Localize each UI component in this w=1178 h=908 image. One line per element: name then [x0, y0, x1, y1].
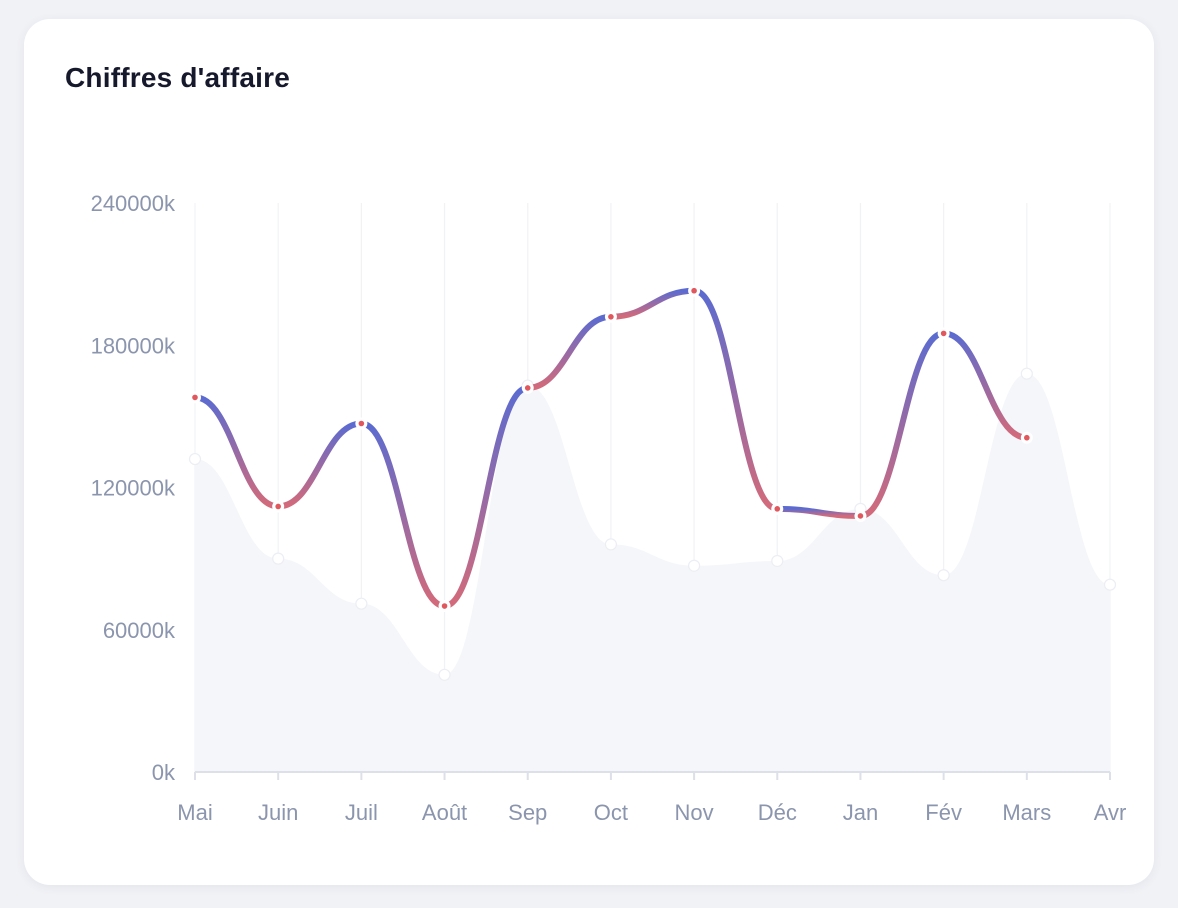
- line-segment: [524, 313, 614, 391]
- line-segment: [192, 394, 282, 510]
- line-segment: [940, 330, 1030, 441]
- x-tick-label: Fév: [925, 800, 962, 825]
- x-tick-label: Mai: [177, 800, 212, 825]
- background-point: [1020, 367, 1033, 380]
- x-tick-label: Mars: [1002, 800, 1051, 825]
- y-tick-label: 0k: [152, 760, 176, 785]
- data-point-dot: [358, 420, 365, 427]
- axis-labels: 0k 60000k 120000k 180000k 240000k Mai Juin Juil…: [91, 191, 1127, 825]
- y-tick-label: 180000k: [91, 333, 176, 358]
- data-point-dot: [691, 287, 697, 294]
- data-point-dot: [192, 394, 198, 401]
- data-point-dot: [774, 506, 781, 512]
- data-point-dot: [608, 314, 614, 320]
- background-point: [438, 668, 451, 681]
- x-tick-label: Juil: [345, 800, 378, 825]
- main-line-series: [189, 284, 1033, 613]
- line-segment: [691, 287, 781, 512]
- background-area: [195, 373, 1110, 772]
- y-tick-label: 240000k: [91, 191, 176, 216]
- card-title: Chiffres d'affaire: [65, 62, 290, 93]
- line-segment: [275, 420, 365, 510]
- data-point-dot: [1024, 434, 1030, 441]
- data-point-dot: [441, 603, 448, 609]
- background-point: [355, 597, 368, 610]
- x-axis: [194, 771, 1111, 780]
- data-point-dot: [940, 330, 947, 337]
- background-point: [937, 569, 950, 582]
- y-tick-label: 120000k: [91, 476, 176, 501]
- x-tick-label: Oct: [594, 800, 628, 825]
- data-point-dot: [524, 385, 531, 391]
- x-tick-label: Août: [422, 800, 467, 825]
- data-point-dot: [275, 503, 281, 510]
- x-tick-label: Déc: [758, 800, 797, 825]
- line-segment: [441, 384, 531, 610]
- line-segment: [774, 505, 864, 519]
- background-point: [1103, 578, 1117, 591]
- background-point: [272, 552, 285, 565]
- background-point: [604, 538, 618, 551]
- background-point: [687, 559, 701, 572]
- data-point-dot: [857, 513, 864, 519]
- x-tick-label: Juin: [258, 800, 298, 825]
- x-tick-label: Nov: [675, 800, 714, 825]
- x-tick-label: Jan: [843, 800, 878, 825]
- line-segment: [607, 287, 698, 320]
- line-segment: [857, 330, 947, 519]
- background-point: [771, 554, 784, 568]
- background-point: [188, 452, 202, 466]
- x-tick-label: Sep: [508, 800, 547, 825]
- y-tick-label: 60000k: [103, 618, 176, 643]
- background-area-series: [188, 367, 1117, 772]
- line-segment: [358, 420, 448, 610]
- x-tick-label: Avr: [1094, 800, 1127, 825]
